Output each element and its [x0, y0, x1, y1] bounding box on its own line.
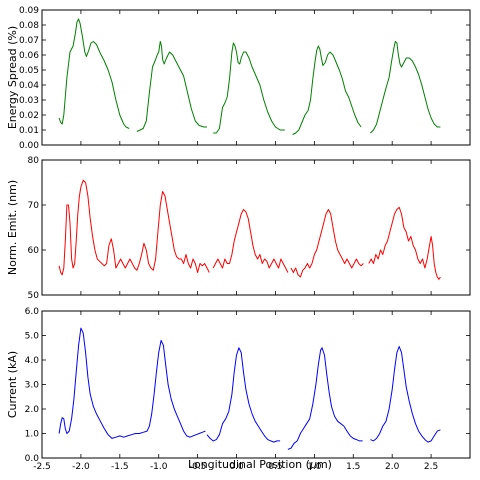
chart-panel-3: 0.0 1.0 2.0 3.0 4.0 5.0 6.0 -2.5 -2.0 -1.5 -1.0 -0.… — [6, 307, 471, 472]
y-tick-label: 0.04 — [19, 81, 39, 91]
y-axis-label: Energy Spread (%) — [6, 26, 19, 129]
y-tick-label: 0.0 — [25, 454, 40, 464]
y-tick-label: 0.07 — [19, 36, 39, 46]
x-axis-label-suffix: m) — [317, 458, 332, 471]
series-line-segment-5 — [370, 41, 441, 134]
y-tick-label: 0.03 — [19, 96, 39, 106]
series-line-segment-1 — [58, 327, 206, 439]
y-tick-label: 0.05 — [19, 66, 39, 76]
y-axis-label: Current (kA) — [6, 351, 19, 418]
y-tick-label: 0.06 — [19, 51, 39, 61]
series-line-segment-2 — [136, 41, 207, 132]
chart-panel-2: 50 60 70 80 Norm. Emit. (nm) — [6, 156, 471, 301]
y-tick-label: 50 — [28, 291, 40, 301]
series-line-segment-2 — [206, 347, 281, 443]
y-tick-label: 5.0 — [25, 332, 40, 342]
x-axis-label-mu: μ — [309, 458, 317, 471]
y-tick-label: 1.0 — [25, 430, 40, 440]
y-axis-label: Norm. Emit. (nm) — [6, 180, 19, 275]
y-tick-label: 0.00 — [19, 141, 39, 151]
series-line-segment-3 — [213, 42, 285, 134]
x-tick-label: -2.5 — [33, 462, 51, 472]
x-tick-label: 0.0 — [229, 462, 244, 472]
x-tick-label: 1.5 — [346, 462, 360, 472]
x-axis-label-prefix: Longitudinal Position ( — [188, 458, 310, 471]
series-line-segment-3 — [290, 209, 364, 278]
series-line-segment-2 — [212, 209, 289, 273]
y-tick-label: 3.0 — [25, 381, 40, 391]
y-tick-label: 70 — [28, 201, 40, 211]
series-line-segment-4 — [292, 45, 362, 135]
series-line-segment-3 — [287, 347, 363, 450]
x-tick-label: -1.5 — [111, 462, 129, 472]
plot-frame — [41, 159, 471, 296]
y-tick-label: 0.01 — [19, 126, 39, 136]
y-tick-label: 2.0 — [25, 405, 40, 415]
x-tick-label: 2.0 — [385, 462, 400, 472]
y-tick-label: 60 — [28, 246, 40, 256]
x-tick-label: 1.0 — [307, 462, 322, 472]
x-tick-label: -2.0 — [72, 462, 90, 472]
x-tick-label: -0.5 — [189, 462, 207, 472]
series-line-segment-1 — [58, 179, 210, 276]
series-line-segment-4 — [370, 346, 441, 443]
y-tick-label: 4.0 — [25, 356, 40, 366]
x-tick-label: 2.5 — [424, 462, 438, 472]
plot-frame — [41, 9, 471, 146]
chart-panel-1: 0.00 0.01 0.02 0.03 0.04 0.05 0.06 0.07 0.08 0.09… — [6, 6, 471, 151]
y-tick-label: 6.0 — [25, 307, 40, 317]
x-tick-label: -1.0 — [150, 462, 168, 472]
x-tick-label: 0.5 — [268, 462, 282, 472]
y-tick-label: 0.02 — [19, 111, 39, 121]
x-axis-label: Longitudinal Position (μm) — [188, 458, 332, 471]
series-line-segment-1 — [58, 18, 130, 129]
y-tick-label: 80 — [28, 156, 40, 166]
y-tick-label: 0.09 — [19, 6, 39, 16]
series-line-segment-4 — [368, 206, 441, 280]
y-tick-label: 0.08 — [19, 21, 39, 31]
